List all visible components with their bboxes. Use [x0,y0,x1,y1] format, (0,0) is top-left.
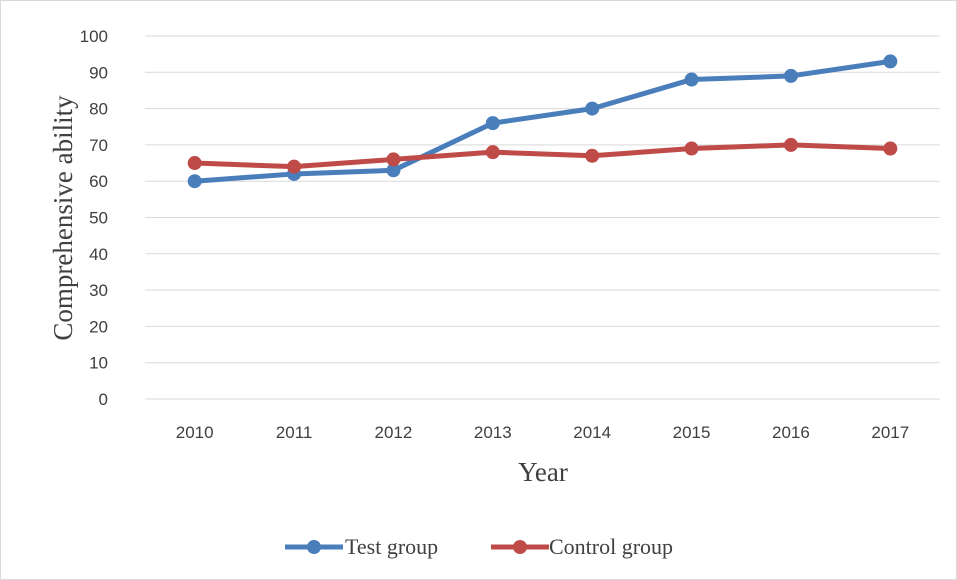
y-tick-label: 90 [89,63,108,82]
series-0 [187,54,898,189]
y-tick-label: 40 [89,245,108,264]
legend: Test group Control group [285,534,673,559]
data-point [187,174,202,189]
data-point [783,137,798,152]
legend-label: Test group [345,534,438,559]
x-tick-label: 2016 [772,423,810,442]
y-axis-title: Comprehensive ability [48,95,78,341]
series-group [187,54,898,189]
y-tick-label: 30 [89,281,108,300]
legend-item: Test group [285,534,438,559]
data-point [187,156,202,171]
x-tick-label: 2017 [871,423,909,442]
x-tick-label: 2014 [573,423,611,442]
data-point [783,68,798,83]
data-point [485,145,500,160]
legend-marker [307,540,321,554]
series-1 [187,137,898,174]
y-tick-label: 100 [80,27,108,46]
x-tick-label: 2010 [176,423,214,442]
legend-item: Control group [491,534,673,559]
y-tick-label: 70 [89,136,108,155]
legend-label: Control group [549,534,673,559]
legend-marker [513,540,527,554]
x-tick-label: 2015 [673,423,711,442]
data-point [883,141,898,156]
data-point [684,141,699,156]
data-point [684,72,699,87]
y-tick-labels: 0 10 20 30 40 50 60 70 80 90 100 [80,27,108,409]
gridlines [145,35,940,400]
series-line [192,58,893,184]
series-line [192,142,893,170]
data-point [386,152,401,167]
data-point [585,148,600,163]
y-tick-label: 50 [89,209,108,228]
x-tick-label: 2012 [375,423,413,442]
x-tick-labels: 2010 2011 2012 2013 2014 2015 2016 2017 [176,423,909,442]
y-tick-label: 0 [99,390,108,409]
data-point [883,54,898,69]
x-tick-label: 2011 [276,423,313,442]
y-tick-label: 10 [89,354,108,373]
x-tick-label: 2013 [474,423,512,442]
y-tick-label: 80 [89,100,108,119]
data-point [585,101,600,116]
y-tick-label: 20 [89,317,108,336]
data-point [287,159,302,174]
data-point [386,163,401,178]
x-axis-title: Year [518,457,568,487]
data-point [485,116,500,131]
y-tick-label: 60 [89,172,108,191]
